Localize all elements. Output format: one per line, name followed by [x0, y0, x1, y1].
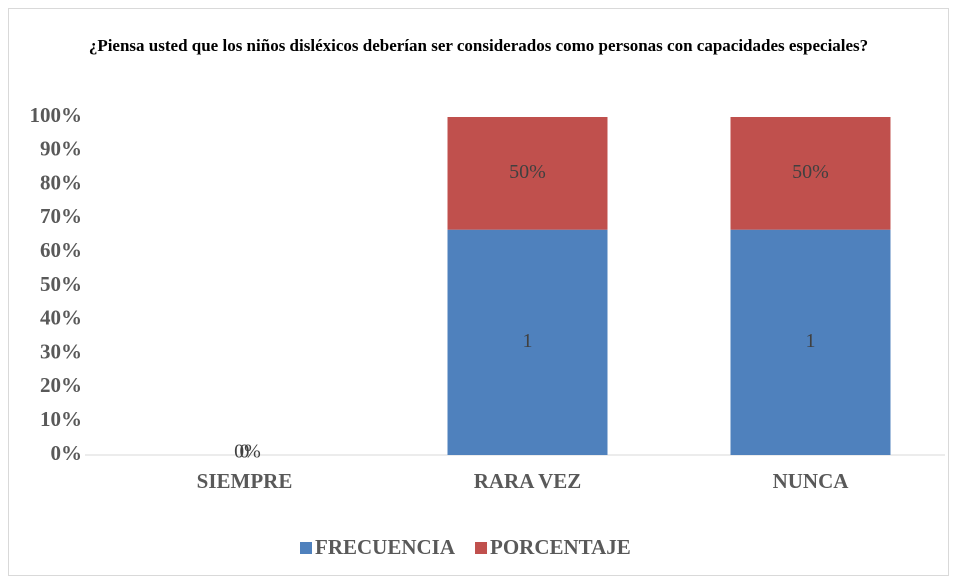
- y-tick-label: 80%: [40, 170, 82, 194]
- data-label: 0%: [234, 441, 261, 463]
- y-tick-label: 90%: [40, 137, 82, 161]
- legend-swatch: [475, 542, 488, 554]
- data-label: 1: [523, 330, 533, 352]
- legend-swatch: [300, 542, 312, 554]
- bar-segment: [447, 229, 608, 455]
- y-tick-label: 60%: [40, 238, 82, 262]
- x-tick-label: NUNCA: [773, 469, 850, 493]
- bar-segment: [447, 117, 608, 230]
- y-tick-label: 30%: [40, 339, 82, 363]
- x-tick-label: SIEMPRE: [197, 469, 293, 493]
- y-tick-label: 70%: [40, 204, 82, 228]
- bar-segment: [730, 229, 891, 455]
- data-label: 50%: [509, 161, 546, 183]
- chart-frame: [8, 8, 949, 576]
- chart-title: ¿Piensa usted que los niños disléxicos d…: [88, 36, 869, 55]
- y-tick-label: 20%: [40, 373, 82, 397]
- data-label: 0: [240, 441, 250, 463]
- y-tick-label: 50%: [40, 272, 82, 296]
- x-tick-label: RARA VEZ: [474, 469, 582, 493]
- legend-label: FRECUENCIA: [315, 535, 456, 559]
- y-tick-label: 10%: [40, 407, 82, 431]
- y-tick-label: 40%: [40, 306, 82, 330]
- y-tick-label: 100%: [30, 103, 83, 127]
- data-label: 50%: [792, 161, 829, 183]
- legend-label: PORCENTAJE: [490, 535, 631, 559]
- y-tick-label: 0%: [51, 441, 83, 465]
- bar-segment: [730, 117, 891, 230]
- data-label: 1: [806, 330, 816, 352]
